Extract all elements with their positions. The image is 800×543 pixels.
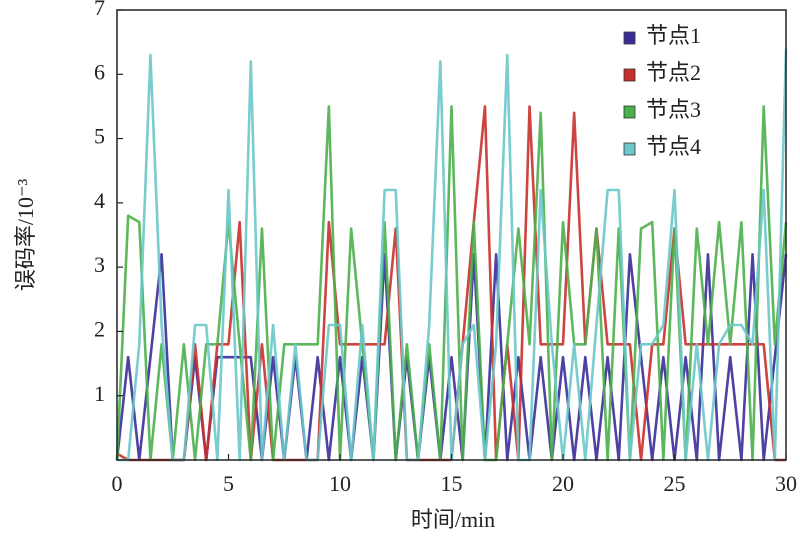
legend-label: 节点2: [646, 60, 701, 85]
y-axis-title: 误码率/10⁻³: [13, 178, 38, 291]
legend-swatch: [623, 142, 636, 156]
y-tick-label: 4: [94, 188, 105, 213]
x-tick-label: 25: [664, 471, 686, 496]
x-tick-label: 30: [775, 471, 797, 496]
x-tick-label: 5: [223, 471, 234, 496]
y-tick-label: 1: [94, 381, 105, 406]
y-tick-label: 7: [94, 0, 105, 20]
y-tick-label: 5: [94, 124, 105, 149]
legend-swatch: [623, 105, 636, 119]
x-tick-label: 20: [552, 471, 574, 496]
y-tick-label: 3: [94, 252, 105, 277]
series-line: [115, 105, 788, 462]
y-tick-label: 6: [94, 59, 105, 84]
x-axis-title: 时间/min: [411, 507, 495, 532]
legend-swatch: [623, 31, 636, 45]
y-tick-label: 2: [94, 316, 105, 341]
series-line: [116, 105, 786, 462]
x-tick-label: 15: [441, 471, 463, 496]
legend-swatch: [623, 68, 636, 82]
x-tick-label: 0: [112, 471, 123, 496]
legend-label: 节点4: [646, 134, 701, 159]
legend-label: 节点1: [646, 23, 701, 48]
legend-label: 节点3: [646, 97, 701, 122]
x-tick-label: 10: [329, 471, 351, 496]
